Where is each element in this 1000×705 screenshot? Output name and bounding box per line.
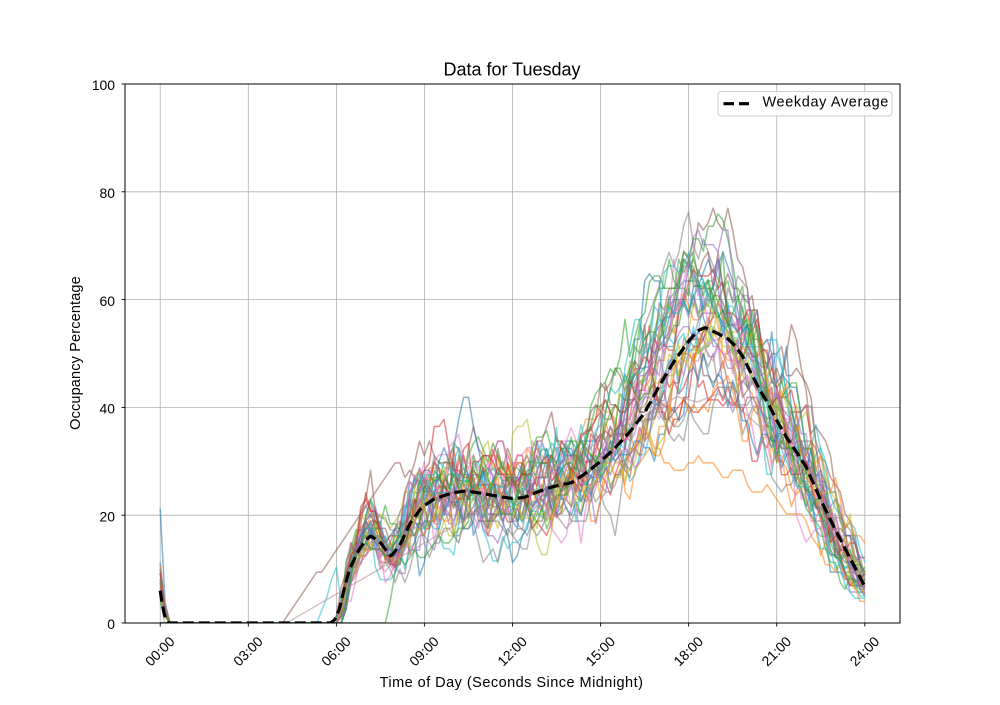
svg-text:60: 60: [100, 293, 116, 309]
svg-text:Time of Day (Seconds Since Mid: Time of Day (Seconds Since Midnight): [380, 675, 644, 691]
svg-text:Weekday Average: Weekday Average: [763, 95, 889, 111]
svg-text:80: 80: [100, 185, 116, 201]
svg-text:40: 40: [100, 401, 116, 417]
svg-text:Data for Tuesday: Data for Tuesday: [443, 60, 580, 80]
svg-text:0: 0: [107, 616, 115, 632]
svg-text:20: 20: [100, 508, 116, 524]
svg-text:Occupancy Percentage: Occupancy Percentage: [68, 276, 84, 430]
svg-text:100: 100: [92, 77, 115, 93]
